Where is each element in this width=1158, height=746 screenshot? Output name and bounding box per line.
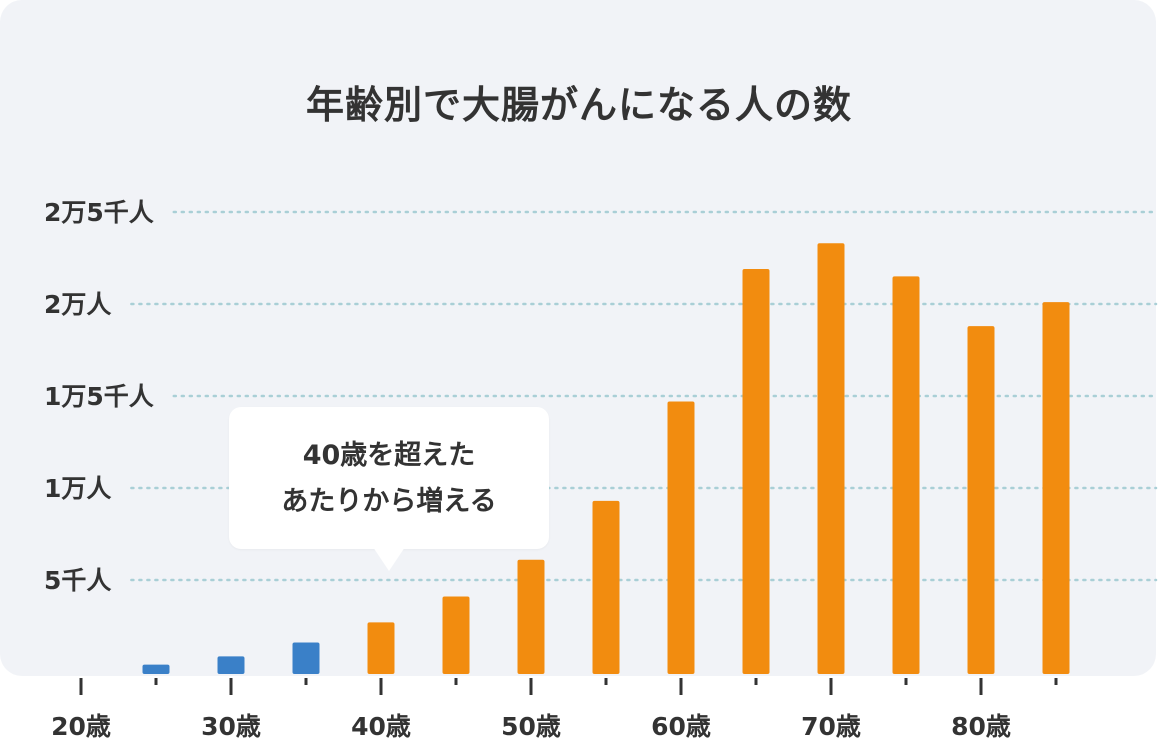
bar (217, 656, 245, 674)
x-tick-label: 50歳 (501, 712, 561, 741)
chart-card (0, 0, 1156, 676)
y-axis-labels: 5千人 1万人 1万5千人 2万人 2万5千人 (44, 198, 154, 595)
x-tick-label: 30歳 (201, 712, 261, 741)
bar (592, 500, 620, 674)
bar (292, 642, 320, 674)
bar (142, 664, 170, 674)
x-axis-ticks (79, 678, 1058, 695)
bar (367, 622, 395, 674)
callout-line-1: 40歳を超えた (302, 440, 476, 471)
bar (667, 401, 695, 674)
callout-line-2: あたりから増える (281, 486, 497, 517)
callout-bubble: 40歳を超えた あたりから増える (229, 407, 549, 549)
x-tick-label: 20歳 (51, 712, 111, 741)
chart-title: 年齢別で大腸がんになる人の数 (305, 83, 852, 127)
y-tick-label: 5千人 (44, 566, 111, 595)
x-tick-label: 80歳 (951, 712, 1011, 741)
x-tick-label: 60歳 (651, 712, 711, 741)
callout-pointer (373, 547, 405, 571)
bar (517, 559, 545, 674)
bars (142, 243, 1070, 674)
bar (892, 276, 920, 674)
y-tick-label: 2万人 (44, 290, 111, 319)
y-tick-label: 1万5千人 (44, 382, 154, 411)
bar (742, 269, 770, 674)
y-tick-label: 1万人 (44, 474, 111, 503)
x-tick-label: 40歳 (351, 712, 411, 741)
bar (1042, 302, 1070, 674)
y-tick-label: 2万5千人 (44, 198, 154, 227)
bar (817, 243, 845, 674)
x-tick-label: 70歳 (801, 712, 861, 741)
x-axis-labels: 20歳 30歳 40歳 50歳 60歳 70歳 80歳 (51, 712, 1011, 741)
bar (967, 326, 995, 674)
bar (442, 596, 470, 674)
